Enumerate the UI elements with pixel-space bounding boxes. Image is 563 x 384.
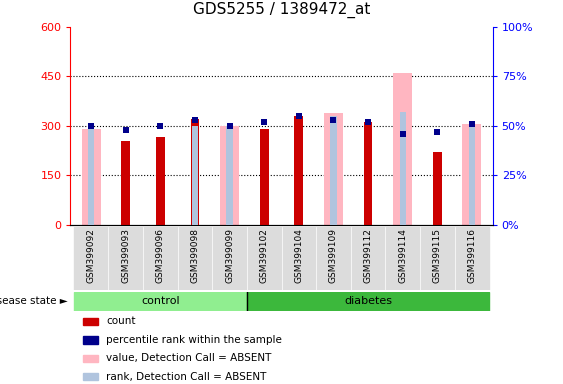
Bar: [247, 227, 282, 290]
Bar: [178, 227, 212, 290]
Text: GSM399092: GSM399092: [87, 228, 96, 283]
Text: GSM399114: GSM399114: [398, 228, 407, 283]
Bar: [330, 116, 337, 225]
Bar: [433, 152, 441, 225]
Bar: [109, 227, 143, 290]
Bar: [469, 124, 475, 225]
Text: control: control: [141, 296, 180, 306]
Text: rank, Detection Call = ABSENT: rank, Detection Call = ABSENT: [106, 372, 267, 382]
Bar: [385, 227, 420, 290]
Bar: [351, 227, 385, 290]
Bar: [156, 137, 165, 225]
Bar: [83, 355, 98, 362]
Bar: [74, 292, 247, 311]
Text: GSM399096: GSM399096: [156, 228, 165, 283]
Text: GDS5255 / 1389472_at: GDS5255 / 1389472_at: [193, 2, 370, 18]
Text: GSM399102: GSM399102: [260, 228, 269, 283]
Bar: [82, 129, 101, 225]
Text: GSM399115: GSM399115: [433, 228, 442, 283]
Bar: [191, 119, 199, 225]
Bar: [400, 112, 406, 225]
Text: value, Detection Call = ABSENT: value, Detection Call = ABSENT: [106, 353, 271, 363]
Bar: [143, 227, 178, 290]
Bar: [212, 227, 247, 290]
Bar: [83, 373, 98, 381]
Bar: [226, 126, 233, 225]
Text: GSM399116: GSM399116: [467, 228, 476, 283]
Bar: [420, 227, 454, 290]
Bar: [247, 292, 489, 311]
Text: GSM399109: GSM399109: [329, 228, 338, 283]
Text: GSM399098: GSM399098: [190, 228, 199, 283]
Bar: [88, 124, 94, 225]
Bar: [324, 113, 343, 225]
Text: disease state ►: disease state ►: [0, 296, 68, 306]
Text: GSM399099: GSM399099: [225, 228, 234, 283]
Bar: [74, 227, 109, 290]
Bar: [260, 129, 269, 225]
Bar: [294, 116, 303, 225]
Text: GSM399104: GSM399104: [294, 228, 303, 283]
Text: GSM399093: GSM399093: [121, 228, 130, 283]
Text: count: count: [106, 316, 136, 326]
Bar: [364, 122, 372, 225]
Bar: [282, 227, 316, 290]
Text: percentile rank within the sample: percentile rank within the sample: [106, 335, 282, 345]
Text: diabetes: diabetes: [344, 296, 392, 306]
Bar: [316, 227, 351, 290]
Bar: [454, 227, 489, 290]
Bar: [122, 141, 130, 225]
Bar: [393, 73, 412, 225]
Bar: [220, 126, 239, 225]
Text: GSM399112: GSM399112: [364, 228, 373, 283]
Bar: [83, 318, 98, 325]
Bar: [462, 124, 481, 225]
Bar: [192, 126, 198, 225]
Bar: [83, 336, 98, 344]
